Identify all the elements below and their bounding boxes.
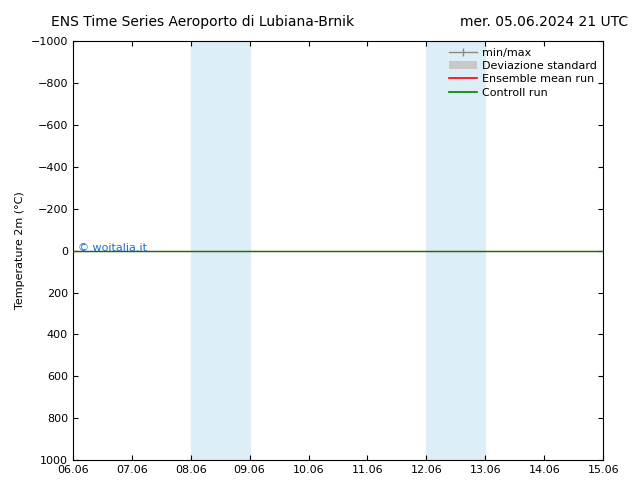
Text: ENS Time Series Aeroporto di Lubiana-Brnik: ENS Time Series Aeroporto di Lubiana-Brn…: [51, 15, 354, 29]
Text: mer. 05.06.2024 21 UTC: mer. 05.06.2024 21 UTC: [460, 15, 628, 29]
Bar: [427, 41, 456, 460]
Bar: [456, 41, 485, 460]
Bar: [191, 41, 220, 460]
Text: © woitalia.it: © woitalia.it: [78, 244, 147, 253]
Y-axis label: Temperature 2m (°C): Temperature 2m (°C): [15, 192, 25, 310]
Bar: [220, 41, 250, 460]
Legend: min/max, Deviazione standard, Ensemble mean run, Controll run: min/max, Deviazione standard, Ensemble m…: [445, 43, 601, 102]
